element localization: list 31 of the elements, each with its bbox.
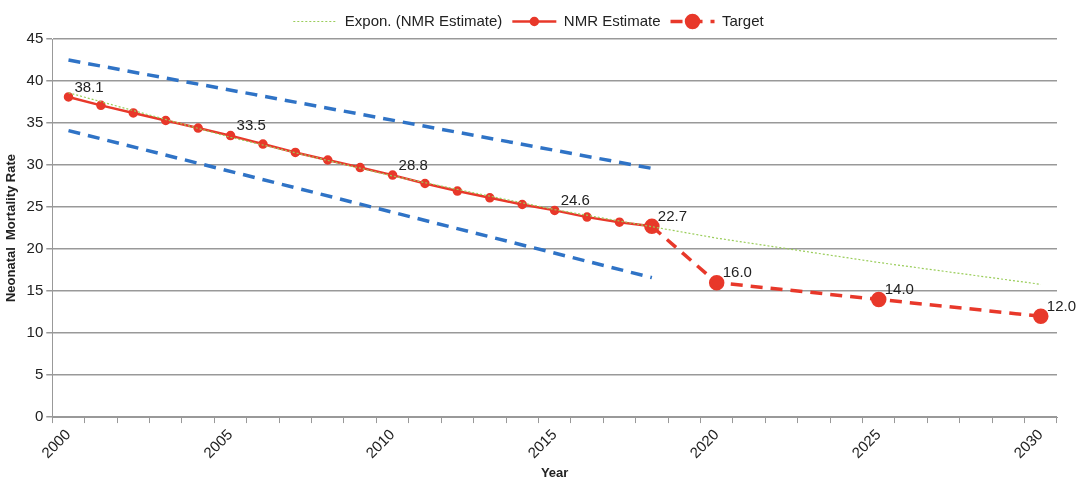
data-label: 24.6 [560, 191, 590, 209]
y-axis-title: Neonatal Mortality Rate [3, 153, 19, 303]
point [160, 115, 171, 126]
x-axis-title: Year [540, 464, 569, 480]
y-tick-label: 0 [34, 407, 44, 425]
point [96, 100, 106, 111]
legend-label: NMR Estimate [563, 11, 661, 29]
y-tick-label: 5 [34, 365, 44, 383]
data-label: 16.0 [722, 263, 752, 281]
point [708, 274, 725, 291]
y-tick-label: 10 [26, 323, 44, 341]
y-tick-label: 30 [26, 155, 44, 173]
legend-label: Expon. (NMR Estimate) [344, 11, 503, 29]
data-label: 33.5 [236, 116, 266, 134]
y-tick-label: 45 [26, 29, 44, 47]
point [582, 212, 592, 222]
y-tick-label: 15 [26, 281, 44, 299]
y-tick-label: 35 [26, 113, 44, 131]
data-label: 28.8 [398, 155, 428, 173]
point [870, 291, 887, 308]
point [1033, 308, 1049, 325]
y-tick-label: 20 [26, 239, 44, 257]
point [452, 186, 463, 196]
data-label: 14.0 [884, 280, 914, 298]
y-tick-label: 25 [26, 197, 44, 215]
data-label: 22.7 [657, 207, 688, 224]
y-tick-label: 40 [26, 71, 44, 89]
data-label: 38.1 [74, 77, 104, 95]
legend-label: Target [722, 11, 765, 29]
point [63, 92, 74, 102]
data-label: 12.0 [1046, 296, 1076, 314]
